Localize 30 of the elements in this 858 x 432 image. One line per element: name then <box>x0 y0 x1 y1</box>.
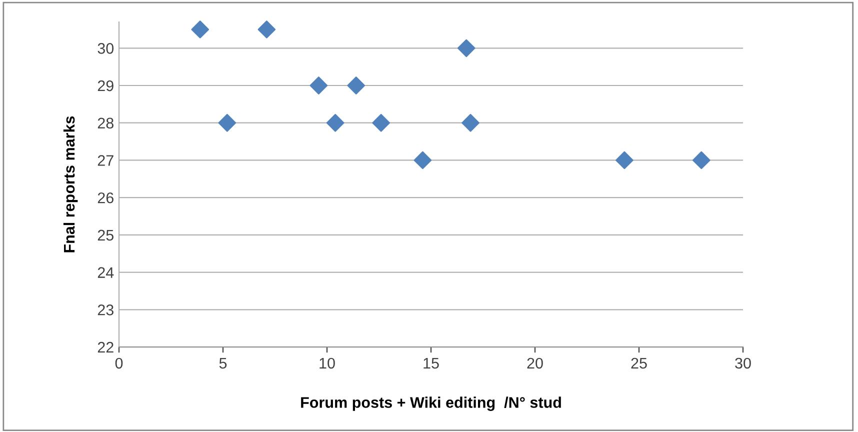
point <box>692 151 710 170</box>
point <box>218 114 236 132</box>
x-tick-label: 0 <box>115 358 123 369</box>
y-tick-label: 29 <box>98 80 114 92</box>
y-tick-label: 23 <box>98 304 114 316</box>
x-tick-label: 25 <box>631 358 647 369</box>
x-axis-title: Forum posts + Wiki editing /N° stud <box>301 396 561 411</box>
x-tick-label: 5 <box>219 358 227 369</box>
y-tick-label: 22 <box>98 342 114 353</box>
y-tick-label: 25 <box>98 230 114 241</box>
point <box>191 20 210 38</box>
point <box>310 76 328 94</box>
point <box>326 114 344 132</box>
x-tick-label: 15 <box>424 358 439 369</box>
y-tick-label: 30 <box>98 43 114 54</box>
point <box>372 114 390 132</box>
point <box>414 151 432 170</box>
x-tick-label: 30 <box>735 358 751 369</box>
y-tick-label: 24 <box>98 267 114 278</box>
point <box>457 39 476 58</box>
y-tick-label: 26 <box>98 192 114 204</box>
y-tick-label: 27 <box>98 155 114 166</box>
point <box>347 76 366 94</box>
point <box>616 151 634 170</box>
x-tick-label: 10 <box>320 358 335 369</box>
y-tick-label: 28 <box>98 118 114 129</box>
point <box>258 20 276 38</box>
point <box>462 114 480 132</box>
y-axis-title: Fnal reports marks <box>63 116 78 252</box>
x-tick-label: 20 <box>527 358 543 369</box>
